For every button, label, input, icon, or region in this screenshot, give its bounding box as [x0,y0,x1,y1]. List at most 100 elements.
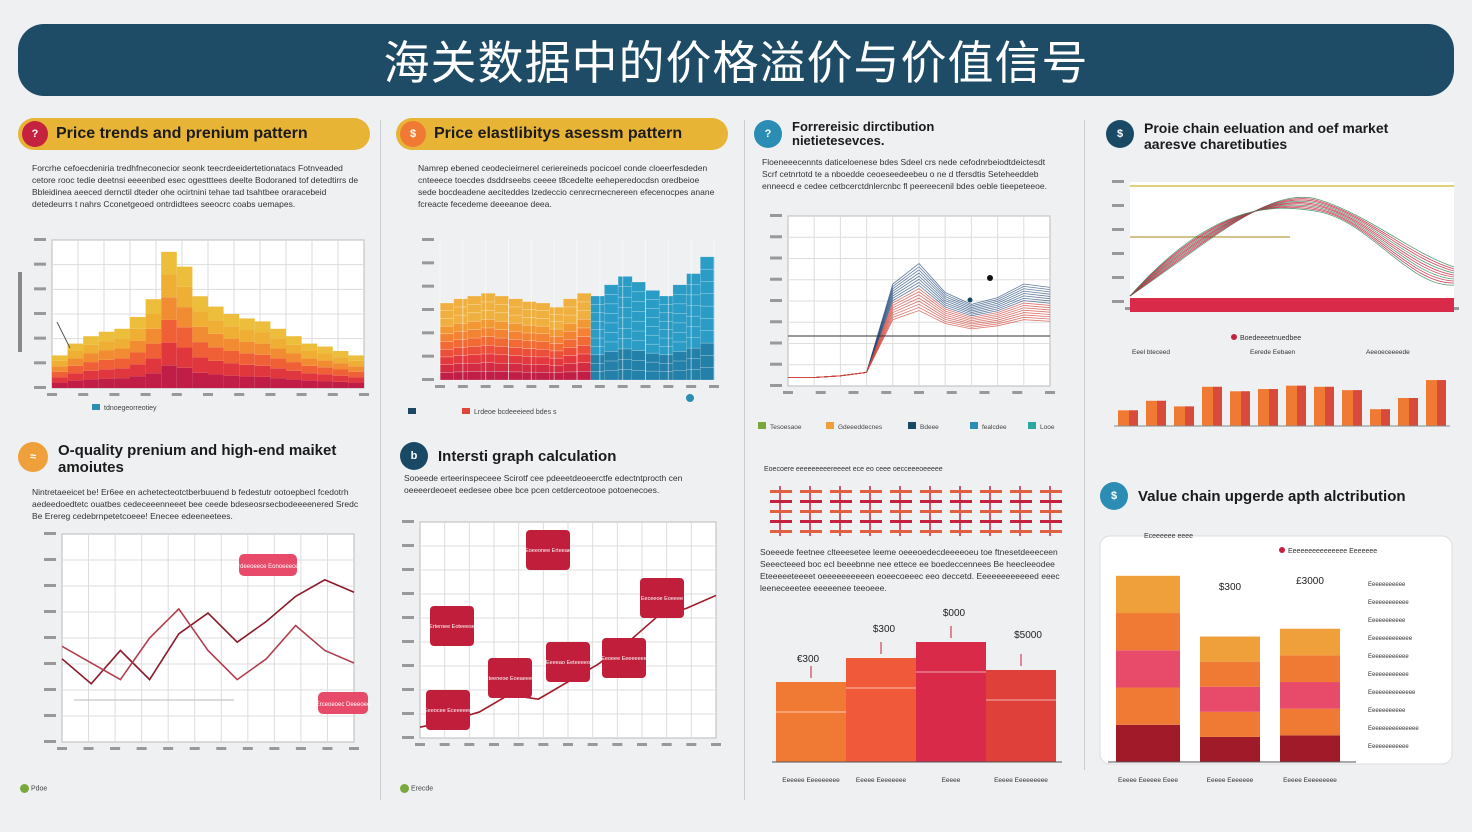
strip-bar [1040,530,1062,533]
bar-cell [672,322,688,333]
bar-segment [332,375,349,382]
bar-segment [145,328,162,344]
price-label: $000 [943,608,966,619]
y-tick-label [402,544,414,547]
bar-cell [672,303,688,314]
y-tick-label [34,312,46,315]
category-label: Eeeee Eeeeee Eeee [1118,777,1178,784]
bar-segment [239,353,255,365]
x-tick-label [783,391,793,394]
bar-cell [467,295,482,305]
bar-cell [631,320,647,332]
bar-segment [161,297,177,320]
bar-cell [535,348,551,358]
strip-bar [950,490,972,493]
value-segment [1116,687,1180,725]
bar-cell [563,314,578,324]
category-label: Eeeee Eeeeeee [1207,777,1254,784]
x-tick-label [587,743,598,746]
x-tick-label [686,385,697,388]
bar-cell [480,353,496,363]
x-tick-label [480,385,491,388]
bar-cell [700,293,715,307]
bar-cell [494,346,510,356]
bar-shade [1241,391,1250,426]
panel3-header: ? Forrereisic dirctibution nietietesevce… [754,120,974,148]
y-tick-label [422,354,434,358]
bar-segment [67,365,84,374]
bar-cell [521,301,537,310]
bar-cell [576,327,592,337]
legend-dot [1231,334,1237,340]
bar-cell [535,372,551,381]
bar-cell [439,302,455,311]
bar-segment [223,351,240,364]
x-tick-label [661,743,672,746]
bar-segment [317,346,333,354]
price-label: $300 [1219,582,1242,593]
x-tick-label [242,747,253,750]
bar-segment [114,368,130,379]
strip-bar [920,530,942,533]
value-curve [1129,207,1455,297]
y-tick-label [34,238,46,241]
legend-label: Boedeeeetnuedbee [1240,335,1301,342]
bar-segment [254,321,271,333]
bar-cell [549,321,565,330]
bar-cell [645,361,660,372]
bar-cell [590,295,606,305]
y-tick-label [422,261,434,265]
side-label: Eeeeeeeeeeeee [1368,636,1413,642]
bar-cell [508,298,523,308]
panel5-body-text: Nintretaeeicet be! Er6ee en achetecteotc… [32,487,359,521]
x-tick-label [415,743,425,746]
bar-cell [535,364,551,373]
strip-bar [920,520,942,523]
bar-cell [508,314,523,324]
bar-cell [439,364,455,373]
bar-cell [686,283,702,296]
bar-cell [480,362,496,372]
bar-cell [508,339,523,348]
annotation-label: Erdeeoeece Eonoeeecee [234,564,302,570]
bar-cell [521,371,537,381]
value-segment [1280,655,1340,683]
bar-cell [700,330,715,344]
category-label: Eeeee Eeeeeeee [856,777,907,784]
strip-bar [980,500,1002,503]
annotation-box [239,554,297,576]
bar-shade [1381,409,1390,426]
bar-cell [521,348,537,357]
bar-cell [439,372,455,381]
distribution-line [788,310,1051,378]
bar-cell [521,340,537,349]
y-tick-label [1112,228,1124,231]
bar-cell [617,307,633,319]
side-label: Eeeeeeeeeeee [1368,672,1409,678]
bar-cell [590,337,606,347]
strip-bar [1040,520,1062,523]
bar-cell [700,268,715,282]
bar-segment [192,311,208,327]
bar-segment [270,378,286,388]
bar-cell [700,318,715,331]
x-tick-label [359,393,369,396]
strip-bar [770,500,792,503]
y-tick-label [34,262,46,266]
x-tick-label [640,385,651,388]
y-tick-label [770,362,782,366]
legend-swatch [908,422,916,429]
strip-bar [860,520,882,523]
bar-segment [239,364,255,377]
calc-label: Eoeeonee Erteeae [525,548,571,554]
bar-cell [604,370,619,381]
bar-cell [576,318,592,329]
bar-cell [480,336,496,346]
bar-segment [332,363,349,370]
x-tick-label [110,747,121,750]
bar-segment [176,307,193,328]
bar-segment [130,376,146,388]
bar-cell [563,355,578,365]
bar-cell [480,301,496,311]
category-label: Eeeee Eeeeeeeee [994,777,1048,784]
